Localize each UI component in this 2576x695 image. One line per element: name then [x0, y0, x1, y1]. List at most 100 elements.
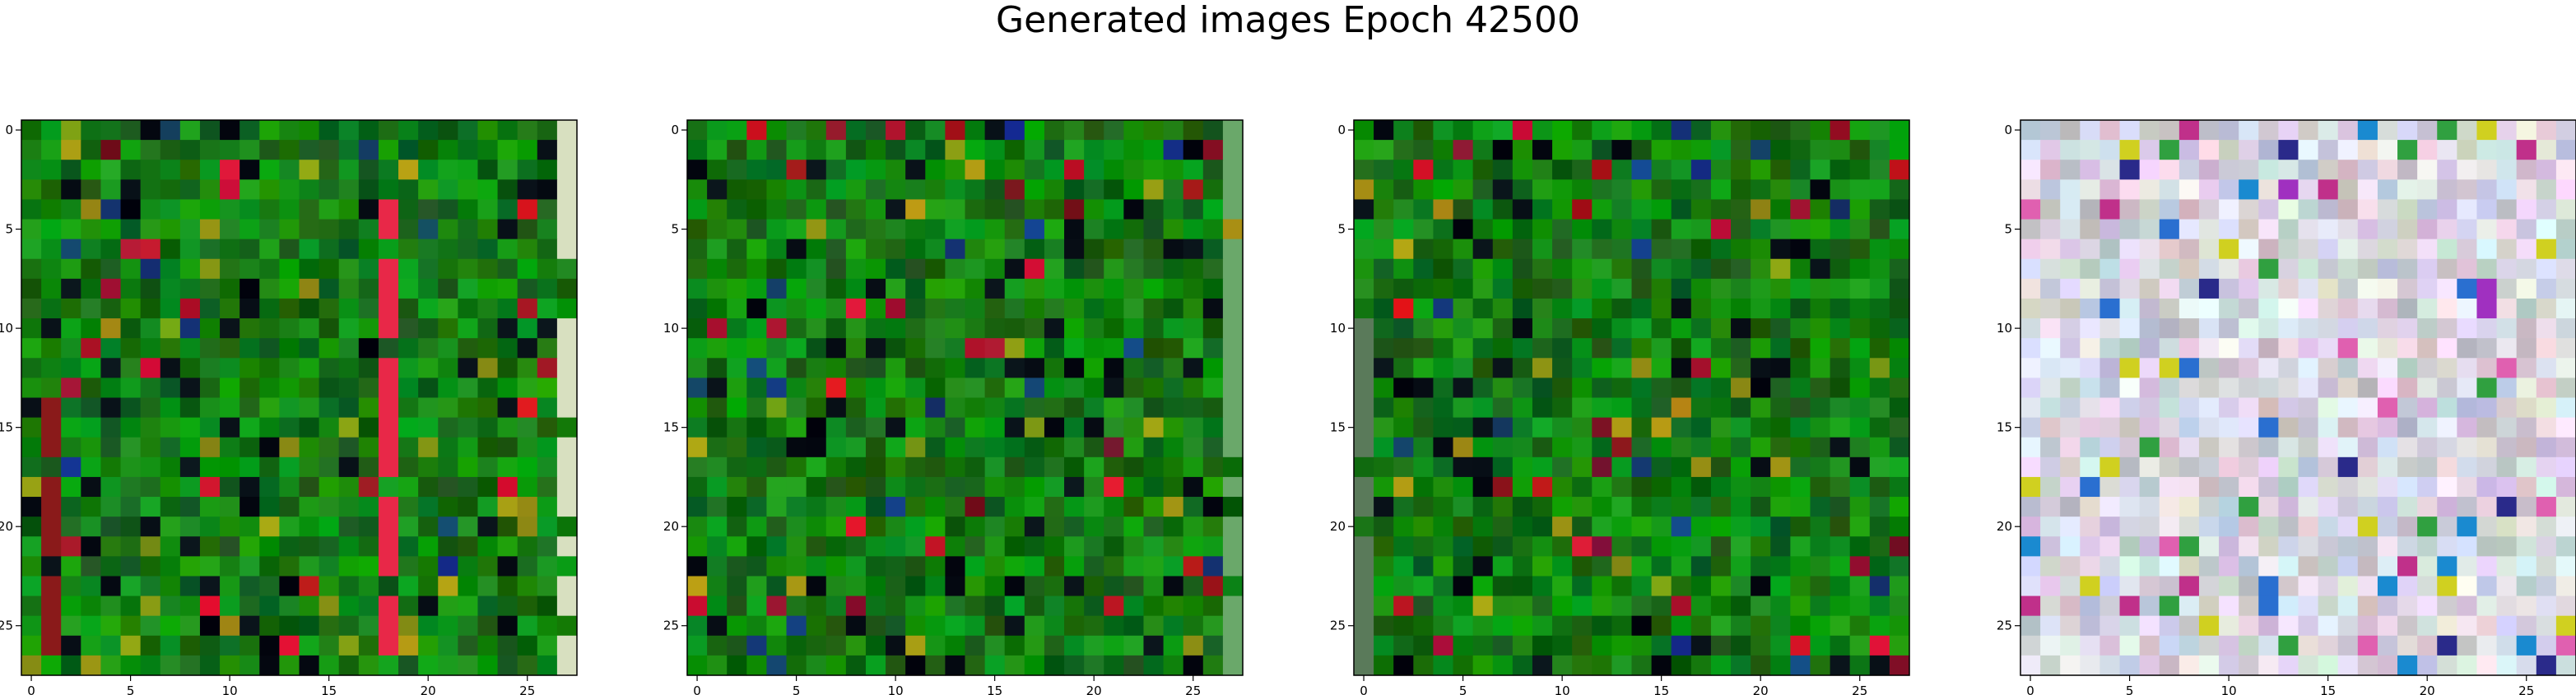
image-pixel — [1889, 239, 1910, 260]
image-pixel — [319, 456, 340, 478]
image-pixel — [1532, 576, 1553, 597]
image-pixel — [905, 338, 926, 359]
image-pixel — [1731, 338, 1751, 359]
image-pixel — [2337, 160, 2359, 180]
image-pixel — [786, 120, 807, 141]
image-pixel — [2476, 595, 2498, 617]
image-pixel — [1631, 615, 1653, 637]
image-pixel — [1183, 456, 1204, 478]
image-pixel — [2437, 536, 2457, 557]
image-pixel — [1222, 318, 1244, 339]
image-pixel — [925, 536, 946, 557]
image-pixel — [2119, 497, 2141, 517]
image-pixel — [707, 160, 728, 180]
image-pixel — [1472, 615, 1494, 637]
image-pixel — [2278, 358, 2299, 378]
image-pixel — [766, 476, 788, 498]
image-pixel — [2318, 615, 2339, 637]
image-pixel — [845, 595, 867, 617]
image-pixel — [2377, 378, 2398, 399]
image-pixel — [100, 556, 122, 577]
image-pixel — [2318, 437, 2339, 458]
image-pixel — [1810, 517, 1831, 537]
image-pixel — [438, 278, 458, 299]
image-pixel — [120, 199, 142, 220]
image-pixel — [2516, 160, 2537, 180]
image-pixel — [497, 318, 518, 339]
image-pixel — [1512, 160, 1533, 180]
image-pixel — [358, 278, 379, 299]
image-pixel — [1830, 437, 1851, 458]
image-pixel — [865, 556, 886, 577]
image-pixel — [120, 615, 142, 637]
image-pixel — [41, 120, 62, 141]
image-pixel — [746, 140, 768, 160]
image-pixel — [2536, 298, 2557, 319]
image-pixel — [905, 417, 926, 438]
image-pixel — [2239, 635, 2259, 656]
image-pixel — [1183, 397, 1204, 419]
image-pixel — [1104, 397, 1124, 419]
image-pixel — [160, 456, 181, 478]
image-pixel — [497, 160, 518, 180]
image-pixel — [1690, 140, 1712, 160]
image-pixel — [2060, 278, 2081, 299]
image-pixel — [1044, 179, 1065, 201]
image-pixel — [1084, 258, 1104, 280]
image-pixel — [21, 456, 42, 478]
image-pixel — [1374, 536, 1394, 557]
y-tick-label: 0 — [671, 123, 679, 137]
image-pixel — [1393, 517, 1414, 537]
image-pixel — [1690, 576, 1712, 597]
image-pixel — [1572, 338, 1593, 359]
image-pixel — [319, 536, 340, 557]
image-pixel — [1393, 397, 1414, 419]
image-pixel — [2417, 437, 2438, 458]
image-pixel — [2060, 179, 2081, 201]
image-pixel — [556, 576, 578, 597]
image-pixel — [2555, 456, 2576, 478]
image-pixel — [2397, 595, 2418, 617]
image-pixel — [1183, 258, 1204, 280]
image-pixel — [1064, 140, 1085, 160]
image-pixel — [2457, 378, 2478, 399]
image-pixel — [160, 258, 181, 280]
image-pixel — [1393, 456, 1414, 478]
image-pixel — [886, 417, 906, 438]
image-pixel — [1532, 456, 1553, 478]
image-pixel — [1492, 219, 1514, 240]
image-pixel — [418, 239, 439, 260]
image-pixel — [1849, 120, 1871, 141]
image-pixel — [2437, 576, 2457, 597]
image-pixel — [2437, 655, 2457, 676]
image-pixel — [2020, 476, 2041, 498]
image-pixel — [1202, 239, 1224, 260]
image-pixel — [1592, 437, 1612, 458]
image-pixel — [1222, 378, 1244, 399]
image-pixel — [179, 576, 201, 597]
image-pixel — [786, 635, 807, 656]
image-pixel — [338, 576, 360, 597]
image-pixel — [338, 239, 360, 260]
image-pixel — [220, 318, 240, 339]
image-pixel — [1770, 239, 1791, 260]
image-pixel — [2397, 258, 2418, 280]
image-pixel — [1512, 358, 1533, 378]
image-pixel — [199, 517, 221, 537]
image-pixel — [556, 179, 578, 201]
image-pixel — [1710, 120, 1732, 141]
image-pixel — [1084, 497, 1104, 517]
image-pixel — [2397, 497, 2418, 517]
image-pixel — [338, 278, 360, 299]
image-pixel — [1084, 556, 1104, 577]
image-pixel — [1810, 338, 1831, 359]
image-pixel — [319, 298, 340, 319]
image-pixel — [1222, 239, 1244, 260]
image-pixel — [120, 219, 142, 240]
image-pixel — [2099, 655, 2121, 676]
image-pixel — [1374, 219, 1394, 240]
image-pixel — [140, 595, 161, 617]
image-pixel — [1651, 476, 1672, 498]
image-pixel — [259, 635, 280, 656]
